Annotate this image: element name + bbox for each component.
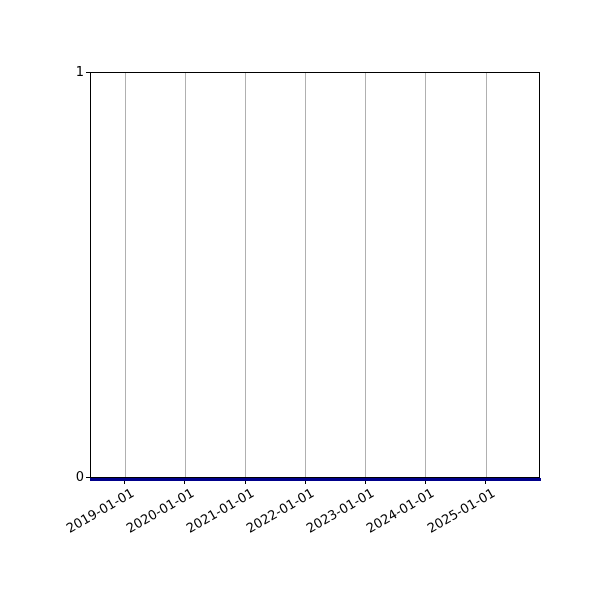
y-tick-mark: [86, 72, 90, 73]
x-gridline: [245, 73, 247, 477]
flat-zero-series-line: [90, 478, 541, 481]
x-tick-label: 2019-01-01: [63, 486, 137, 537]
x-gridline: [485, 73, 487, 477]
y-tick-mark: [86, 477, 90, 478]
x-tick-mark: [184, 480, 186, 484]
x-tick-label: 2025-01-01: [424, 486, 498, 537]
x-gridline: [184, 73, 186, 477]
x-tick-label: 2021-01-01: [184, 486, 258, 537]
x-tick-label: 2020-01-01: [123, 486, 197, 537]
x-gridline: [124, 73, 126, 477]
x-tick-mark: [244, 480, 246, 484]
x-tick-mark: [424, 480, 426, 484]
x-tick-mark: [485, 480, 487, 484]
x-tick-mark: [364, 480, 366, 484]
x-gridline: [305, 73, 307, 477]
y-tick-label: 1: [75, 64, 84, 80]
x-gridline: [365, 73, 367, 477]
y-tick-label: 0: [75, 469, 84, 485]
x-tick-label: 2024-01-01: [364, 486, 438, 537]
plot-area: [90, 72, 540, 478]
x-tick-mark: [124, 480, 126, 484]
x-tick-mark: [304, 480, 306, 484]
x-gridline: [425, 73, 427, 477]
